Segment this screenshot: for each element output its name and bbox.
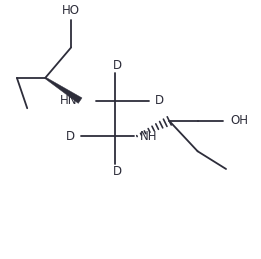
Text: HN: HN [60,94,78,107]
Polygon shape [45,77,82,103]
Text: HO: HO [62,4,80,17]
Text: D: D [155,94,164,107]
Text: D: D [113,165,122,178]
Text: D: D [113,59,122,71]
Text: D: D [66,130,75,142]
Text: OH: OH [230,114,248,127]
Text: NH: NH [140,130,157,142]
